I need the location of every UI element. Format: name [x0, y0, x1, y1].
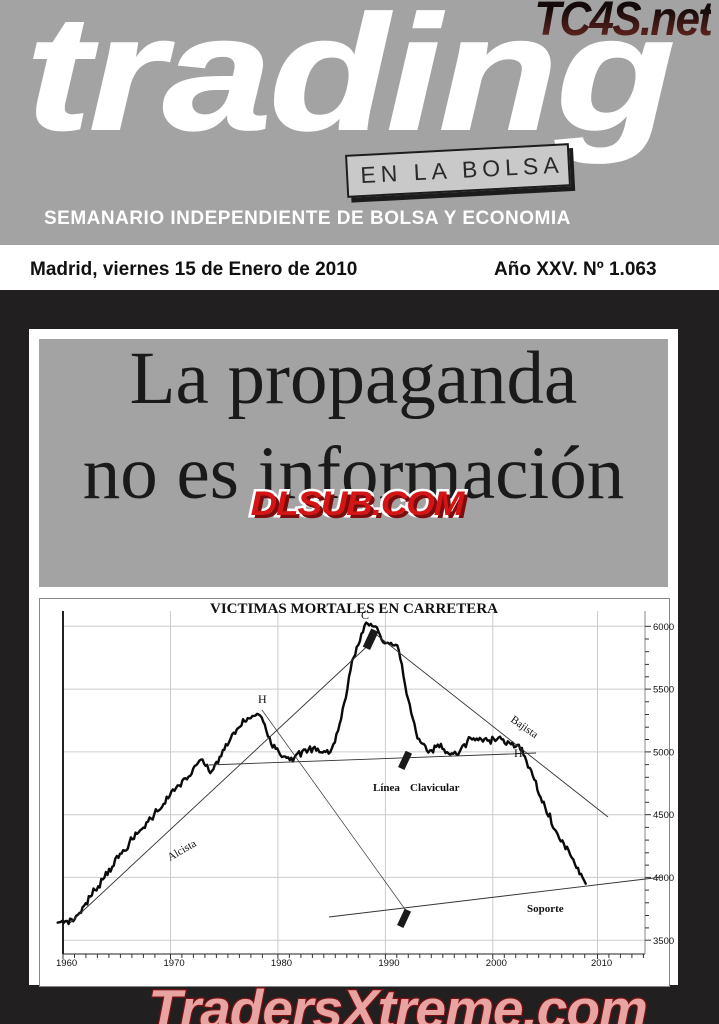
svg-text:C: C	[361, 608, 369, 622]
svg-text:1980: 1980	[271, 958, 292, 969]
svg-text:Bajista: Bajista	[508, 714, 540, 741]
svg-text:Soporte: Soporte	[527, 903, 564, 915]
svg-text:H: H	[258, 692, 267, 706]
svg-text:2000: 2000	[486, 958, 507, 969]
svg-text:3500: 3500	[653, 936, 674, 947]
svg-text:2010: 2010	[591, 958, 612, 969]
svg-text:H: H	[514, 746, 523, 760]
svg-text:1990: 1990	[378, 958, 399, 969]
svg-text:4500: 4500	[653, 810, 674, 821]
svg-text:5000: 5000	[653, 748, 674, 759]
svg-text:5500: 5500	[653, 685, 674, 696]
svg-text:1960: 1960	[56, 958, 77, 969]
svg-text:4000: 4000	[653, 873, 674, 884]
svg-text:6000: 6000	[653, 622, 674, 633]
svg-text:Clavicular: Clavicular	[410, 782, 460, 794]
svg-text:1970: 1970	[164, 958, 185, 969]
svg-text:Línea: Línea	[373, 782, 400, 794]
svg-text:VICTIMAS MORTALES EN CARRETERA: VICTIMAS MORTALES EN CARRETERA	[210, 601, 498, 617]
